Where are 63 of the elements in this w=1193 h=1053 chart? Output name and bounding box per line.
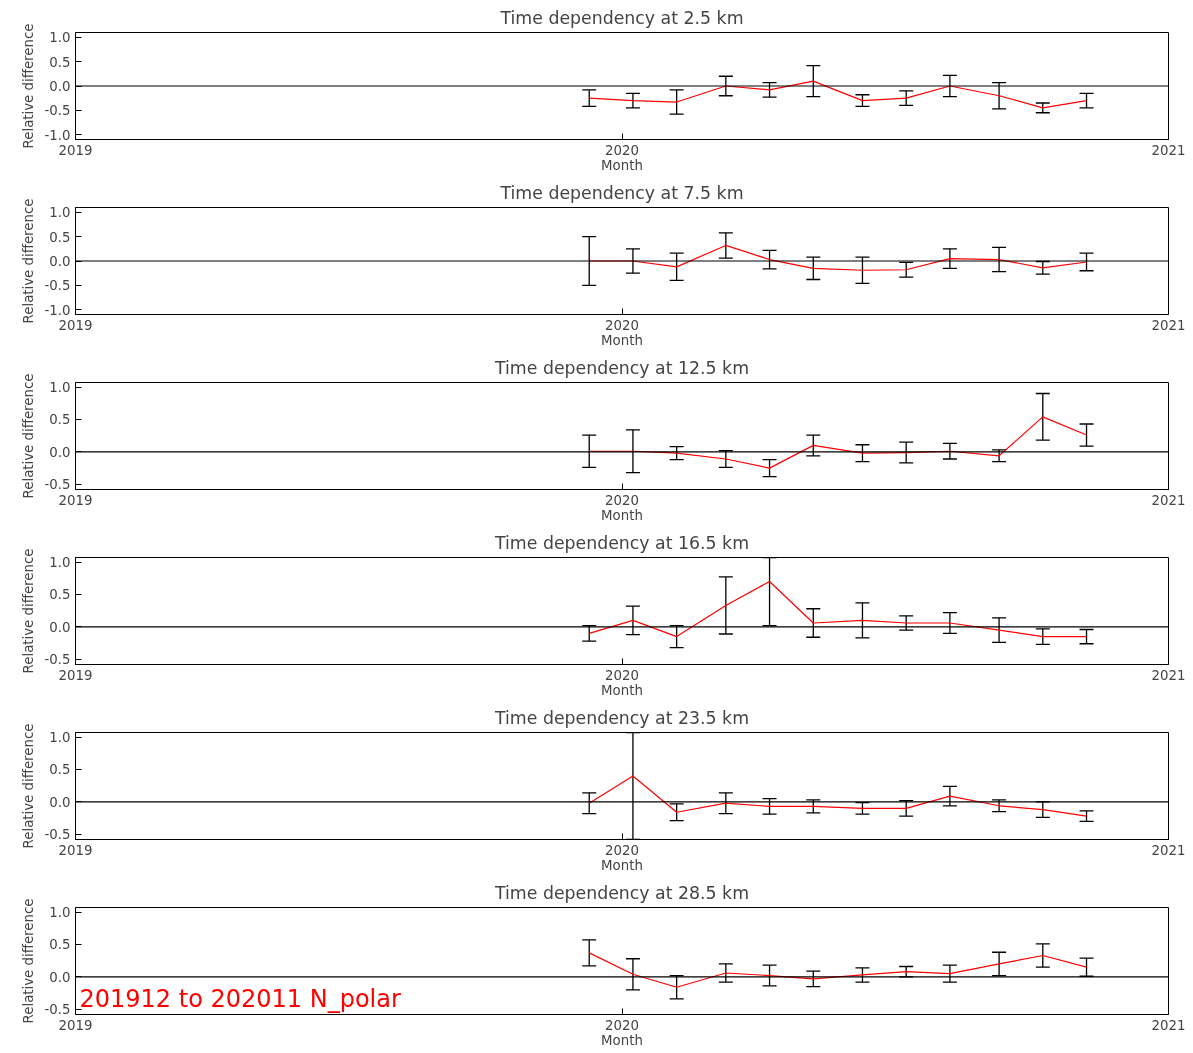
- y-tick-label: -0.5: [44, 827, 71, 843]
- y-tick-label: 0.0: [49, 444, 71, 460]
- x-tick-label: 2021: [1151, 492, 1186, 508]
- x-tick-label: 2021: [1151, 317, 1186, 333]
- x-tick-label: 2020: [605, 317, 639, 333]
- y-tick-label: 0.0: [49, 969, 71, 985]
- x-axis-title: Month: [601, 157, 643, 173]
- y-tick-label: -0.5: [44, 103, 71, 119]
- x-tick-label: 2019: [58, 667, 93, 683]
- y-axis-title: Relative difference: [21, 373, 37, 499]
- x-axis-title: Month: [601, 507, 643, 523]
- y-tick-label: 0.5: [49, 762, 71, 778]
- x-tick-label: 2019: [58, 842, 93, 858]
- y-tick-label: 1.0: [49, 380, 71, 396]
- y-tick-label: 0.5: [49, 587, 71, 603]
- x-tick-label: 2020: [605, 667, 639, 683]
- chart-title: Time dependency at 7.5 km: [499, 182, 744, 203]
- x-tick-label: 2019: [58, 492, 93, 508]
- y-tick-label: -1.0: [44, 302, 71, 318]
- y-axis-title: Relative difference: [21, 548, 37, 674]
- x-tick-label: 2021: [1151, 142, 1186, 158]
- y-tick-label: 1.0: [49, 905, 71, 921]
- y-tick-label: 0.5: [49, 937, 71, 953]
- x-axis-title: Month: [601, 682, 643, 698]
- y-axis-title: Relative difference: [21, 898, 37, 1024]
- x-tick-label: 2020: [605, 142, 639, 158]
- y-tick-label: -1.0: [44, 127, 71, 143]
- x-tick-label: 2019: [58, 317, 93, 333]
- chart-title: Time dependency at 12.5 km: [493, 357, 750, 378]
- y-tick-label: -0.5: [44, 652, 71, 668]
- chart-title: Time dependency at 16.5 km: [493, 532, 750, 553]
- x-tick-label: 2021: [1151, 842, 1186, 858]
- y-tick-label: 1.0: [49, 205, 71, 221]
- chart-title: Time dependency at 2.5 km: [499, 7, 744, 28]
- y-tick-label: 1.0: [49, 730, 71, 746]
- y-tick-label: -0.5: [44, 278, 71, 294]
- y-tick-label: -0.5: [44, 477, 71, 493]
- y-tick-label: 0.0: [49, 79, 71, 94]
- y-tick-label: 0.5: [49, 229, 71, 245]
- y-tick-label: 0.5: [49, 412, 71, 428]
- x-tick-label: 2020: [605, 1017, 639, 1033]
- x-tick-label: 2019: [58, 142, 93, 158]
- y-tick-label: 1.0: [49, 555, 71, 571]
- x-tick-label: 2021: [1151, 1017, 1186, 1033]
- y-axis-title: Relative difference: [21, 198, 37, 324]
- y-tick-label: 0.0: [49, 794, 71, 810]
- y-axis-title: Relative difference: [21, 23, 37, 149]
- y-tick-label: 1.0: [49, 30, 71, 46]
- x-axis-title: Month: [601, 332, 643, 348]
- x-axis-title: Month: [601, 1032, 643, 1048]
- annotation: 201912 to 202011 N_polar: [79, 984, 401, 1013]
- x-tick-label: 2020: [605, 842, 639, 858]
- y-tick-label: 0.5: [49, 54, 71, 70]
- x-tick-label: 2021: [1151, 667, 1186, 683]
- x-axis-title: Month: [601, 857, 643, 873]
- x-tick-label: 2020: [605, 492, 639, 508]
- y-tick-label: -0.5: [44, 1002, 71, 1018]
- y-tick-label: 0.0: [49, 619, 71, 635]
- y-tick-label: 0.0: [49, 254, 71, 269]
- y-axis-title: Relative difference: [21, 723, 37, 849]
- chart-title: Time dependency at 28.5 km: [493, 882, 750, 903]
- x-tick-label: 2019: [58, 1017, 93, 1033]
- chart-title: Time dependency at 23.5 km: [493, 707, 750, 728]
